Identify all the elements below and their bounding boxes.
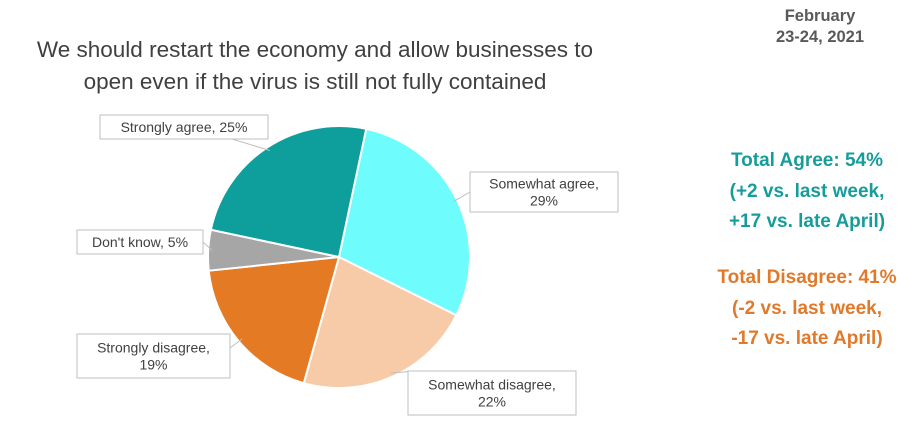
callout-box [407, 370, 577, 416]
chart-title-line-1: We should restart the economy and allow … [36, 37, 594, 62]
callout-leader-line [453, 191, 471, 203]
total-disagree-line-2: (-2 vs. last week, [732, 297, 882, 319]
data-label: Somewhat disagree, [428, 377, 556, 393]
total-agree-summary: Total Agree: 54% (+2 vs. last week, +17 … [707, 146, 907, 238]
total-disagree-summary: Total Disagree: 41% (-2 vs. last week, -… [707, 263, 907, 355]
data-label: 29% [530, 193, 558, 209]
data-label: Strongly agree, 25% [121, 119, 248, 135]
callout-leader-line [231, 138, 270, 151]
survey-date-line-1: February [784, 7, 856, 25]
data-label: Don't know, 5% [92, 234, 188, 250]
total-disagree-line-3: -17 vs. late April) [731, 328, 883, 349]
total-agree-line-2: (+2 vs. last week, [729, 180, 885, 202]
data-label: Strongly disagree, [97, 340, 210, 356]
data-label: 19% [139, 357, 167, 373]
data-label: Somewhat agree, [489, 176, 599, 192]
callout-box [76, 333, 231, 379]
callout-box [99, 114, 269, 140]
survey-date-line-2: 23-24, 2021 [775, 28, 865, 46]
callout-leader-line [229, 338, 243, 349]
total-agree-line-1: Total Agree: 54% [730, 150, 884, 171]
data-label: 22% [478, 394, 506, 410]
callout-box [469, 171, 619, 213]
chart-title-line-2: open even if the virus is still not full… [83, 69, 547, 94]
callout-leader-line [202, 241, 213, 251]
total-agree-line-3: +17 vs. late April) [728, 211, 886, 232]
chart-title: We should restart the economy and allow … [0, 34, 630, 98]
callout-box [76, 229, 204, 255]
total-disagree-line-1: Total Disagree: 41% [717, 267, 897, 288]
survey-date: February 23-24, 2021 [740, 6, 900, 48]
pie-slice-somewhat-disagree [302, 255, 458, 389]
pie-slice-strongly-agree [209, 124, 368, 259]
